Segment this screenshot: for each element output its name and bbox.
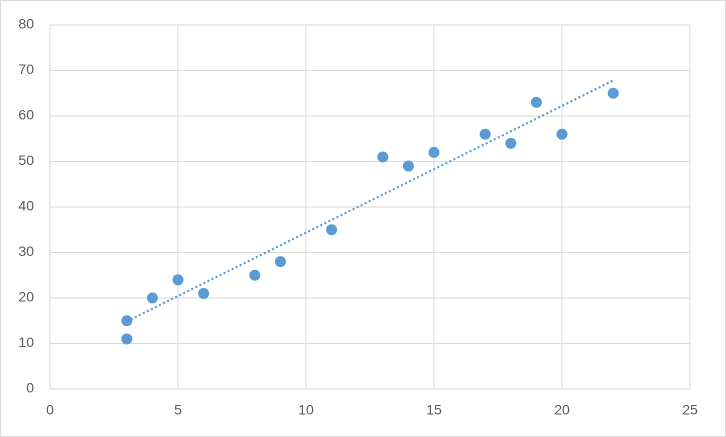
- point: [607, 87, 619, 99]
- point: [402, 160, 414, 172]
- y-tick-label: 80: [18, 16, 34, 32]
- point: [428, 146, 440, 158]
- point: [530, 96, 542, 108]
- x-tick-label: 10: [298, 402, 314, 418]
- x-tick-label: 25: [682, 402, 698, 418]
- point: [505, 137, 517, 149]
- y-tick-label: 30: [18, 243, 34, 259]
- x-tick-label: 20: [554, 402, 570, 418]
- trendline: [126, 79, 614, 323]
- point: [146, 292, 158, 304]
- y-tick-label: 60: [18, 107, 34, 123]
- point: [198, 287, 210, 299]
- point: [274, 256, 286, 268]
- point: [121, 315, 133, 327]
- point: [172, 274, 184, 286]
- y-tick-label: 40: [18, 198, 34, 214]
- x-tick-label: 15: [426, 402, 442, 418]
- point: [377, 151, 389, 163]
- y-tick-label: 0: [26, 380, 34, 396]
- x-tick-label: 5: [174, 402, 182, 418]
- point: [249, 269, 261, 281]
- point: [556, 128, 568, 140]
- point: [121, 333, 133, 345]
- y-tick-label: 70: [18, 61, 34, 77]
- y-tick-label: 50: [18, 152, 34, 168]
- y-tick-label: 10: [18, 334, 34, 350]
- y-tick-label: 20: [18, 289, 34, 305]
- point: [326, 224, 338, 236]
- point: [479, 128, 491, 140]
- x-tick-label: 0: [46, 402, 54, 418]
